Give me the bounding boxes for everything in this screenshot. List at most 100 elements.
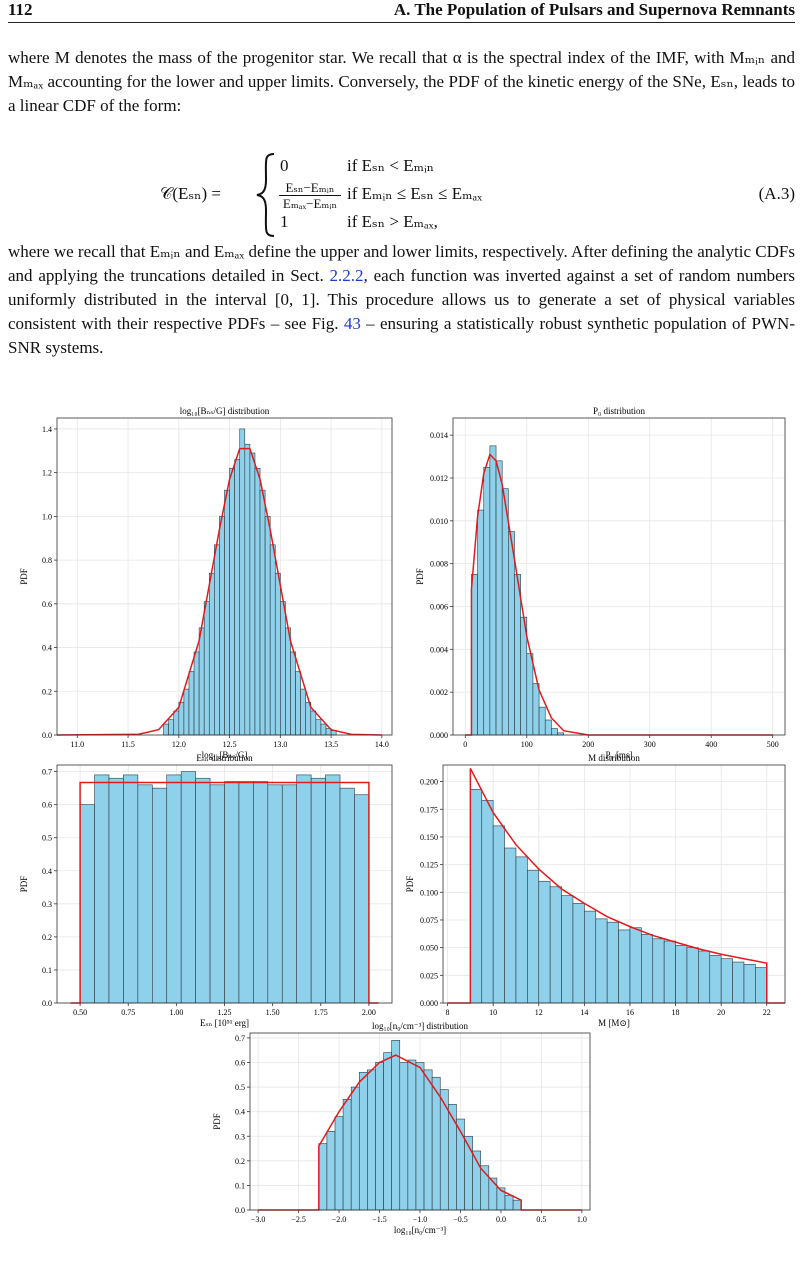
y-tick-label: 0.050 [420, 944, 438, 953]
case-condition: if Eₛₙ < Eₘᵢₙ [347, 156, 435, 175]
chart: 0 100 200 300 400 500 0.000 0.002 0.004 0.006 0.00… [415, 406, 786, 760]
x-tick-label: 14 [580, 1008, 588, 1017]
bar [663, 940, 676, 1004]
y-tick-label: 0.125 [420, 861, 438, 870]
text: , each function was inverted against a s… [8, 266, 796, 333]
bar [274, 572, 281, 736]
bar [720, 958, 733, 1004]
bar [652, 938, 665, 1004]
bar [79, 804, 95, 1004]
bar [504, 1194, 514, 1211]
bar [709, 955, 722, 1004]
bar [527, 869, 540, 1004]
bar [163, 723, 169, 736]
plot-frame [452, 417, 786, 736]
bar [108, 777, 124, 1004]
fit-curve [465, 452, 773, 736]
bar [512, 1199, 522, 1211]
y-tick-label: 0.0 [42, 731, 52, 740]
bar [315, 719, 322, 736]
bar [375, 1062, 384, 1211]
bar [310, 710, 317, 736]
x-tick-label: −3.0 [251, 1215, 266, 1224]
bar [234, 459, 241, 736]
bar [290, 651, 296, 736]
y-tick-label: 0.7 [42, 768, 52, 777]
bar [501, 488, 509, 736]
y-axis-label: PDF [19, 568, 29, 585]
x-tick-label: 100 [521, 740, 533, 749]
bar [94, 774, 110, 1004]
bar [224, 781, 240, 1004]
y-tick-label: 0.2 [42, 933, 52, 942]
x-tick-label: 1.25 [218, 1008, 232, 1017]
x-tick-label: 20 [717, 1008, 725, 1017]
numerator: Eₛₙ−Eₘᵢₙ [279, 180, 341, 196]
bar [300, 688, 307, 736]
y-tick-label: 0.4 [42, 644, 52, 653]
y-tick-label: 0.5 [42, 834, 52, 843]
section-link[interactable]: 2.2.2 [329, 266, 364, 285]
y-tick-label: 0.012 [430, 474, 448, 483]
bar [339, 787, 355, 1004]
plot-frame [56, 417, 393, 736]
bar [285, 627, 291, 736]
x-tick-label: 16 [626, 1008, 634, 1017]
equation-number: (A.3) [758, 184, 795, 203]
bar [743, 963, 756, 1004]
bar [544, 719, 552, 736]
y-axis-label: PDF [19, 876, 29, 893]
brace [256, 153, 275, 237]
x-tick-label: 400 [705, 740, 717, 749]
y-tick-label: 0.3 [235, 1132, 245, 1141]
y-tick-label: 0.010 [430, 517, 448, 526]
bar [253, 781, 269, 1004]
x-tick-label: 0 [463, 740, 467, 749]
bar [423, 1069, 433, 1211]
y-tick-label: 1.4 [42, 425, 52, 434]
bar [595, 918, 608, 1004]
chart-title: P₀ distribution [593, 406, 645, 416]
bar [526, 653, 534, 736]
y-tick-label: 0.014 [430, 431, 448, 440]
figure-link[interactable]: 43 [343, 314, 361, 333]
y-tick-label: 1.2 [42, 469, 52, 478]
x-tick-label: 500 [767, 740, 779, 749]
x-tick-label: 11.0 [70, 740, 84, 749]
bar [477, 509, 485, 736]
bar [641, 934, 654, 1004]
bar [214, 544, 220, 736]
bar [173, 710, 180, 736]
y-tick-label: 0.5 [235, 1083, 245, 1092]
bar [198, 627, 205, 736]
y-tick-label: 0.000 [430, 731, 448, 740]
bar [188, 671, 195, 736]
y-tick-label: 0.150 [420, 833, 438, 842]
y-tick-label: 0.8 [42, 556, 52, 565]
bar [551, 728, 558, 736]
y-tick-label: 0.4 [42, 867, 52, 876]
x-tick-label: 22 [763, 1008, 771, 1017]
y-tick-label: 0.6 [235, 1059, 245, 1068]
x-tick-label: 2.00 [362, 1008, 376, 1017]
bar [342, 1099, 352, 1211]
x-tick-label: −2.0 [332, 1215, 347, 1224]
chart-title: Eₛₙ distribution [196, 753, 253, 763]
bar [492, 825, 505, 1004]
bar [183, 688, 190, 736]
chart: 11.0 11.5 12.0 12.5 13.0 13.5 14.0 0.0 0.2 0.4 0.6… [19, 406, 393, 760]
bar [470, 789, 483, 1004]
denominator: Eₘₐₓ−Eₘᵢₙ [282, 196, 338, 211]
y-axis-label: PDF [405, 876, 415, 893]
y-tick-label: 0.0 [42, 999, 52, 1008]
bar [481, 800, 494, 1004]
chart: 8 10 12 14 16 18 20 22 0.000 0.025 0.050 0.075 0.100… [405, 753, 786, 1028]
x-tick-label: 200 [582, 740, 594, 749]
text: where we recall that Eₘᵢₙ and Eₘₐₓ defin… [8, 242, 795, 285]
x-axis-label: log₁₀[n₀/cm⁻³] [394, 1225, 446, 1235]
bar [193, 651, 200, 736]
chart-title: M distribution [588, 753, 640, 763]
bar [244, 443, 251, 736]
